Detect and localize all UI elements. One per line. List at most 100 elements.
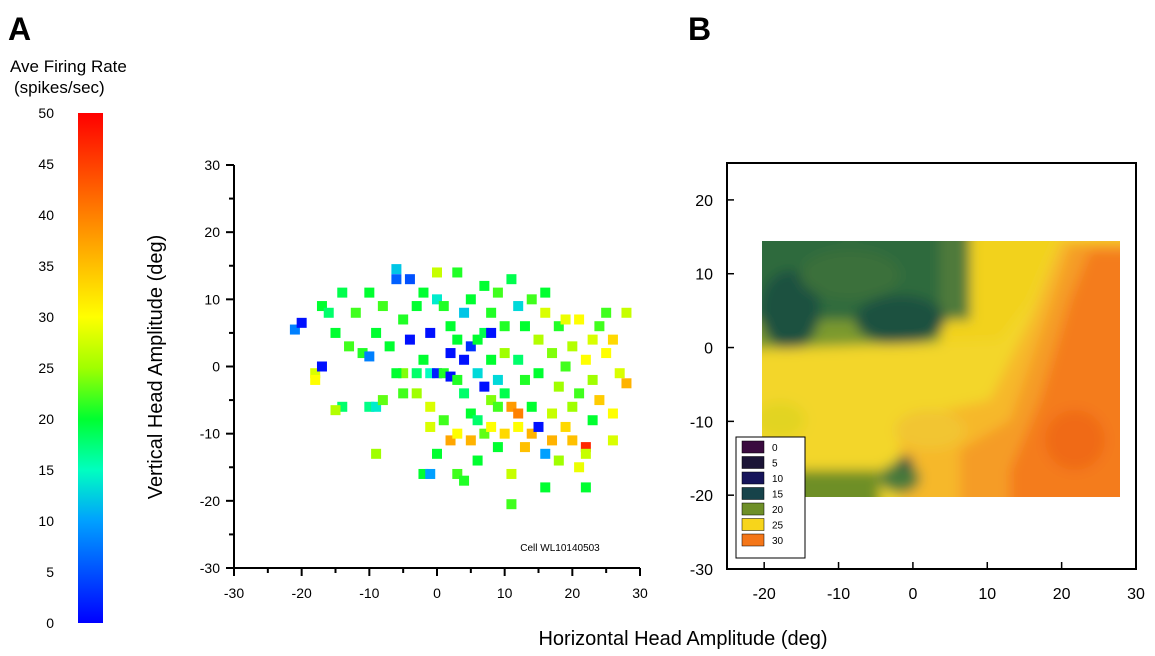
scatter-point (411, 388, 422, 399)
scatter-point (411, 301, 422, 312)
scatter-point (445, 435, 456, 446)
scatter-point (580, 482, 591, 493)
colorbar-ticks: 0 5 10 15 20 25 30 35 40 45 50 (38, 105, 54, 631)
scatter-point (587, 415, 598, 426)
scatter-point (526, 294, 537, 305)
scatter-point (425, 421, 436, 432)
scatter-point (425, 401, 436, 412)
scatter-point (357, 348, 368, 359)
scatter-point (499, 428, 510, 439)
scatter-annotation: Cell WL10140503 (520, 543, 600, 554)
contour-y-tick-label: 20 (695, 193, 713, 210)
scatter-point (513, 301, 524, 312)
scatter-point (398, 368, 409, 379)
scatter-point (621, 307, 632, 318)
scatter-point (553, 321, 564, 332)
contour-y-ticks: -30 -20 -10 0 10 20 (690, 193, 734, 579)
colorbar-tick-label: 35 (38, 258, 54, 274)
contour-legend-swatch (741, 487, 765, 500)
scatter-point (580, 442, 591, 453)
scatter-point (553, 381, 564, 392)
scatter-x-tick-label: 0 (433, 585, 441, 601)
panel-label-b: B (688, 11, 711, 47)
panel-label-a: A (8, 11, 31, 47)
scatter-point (533, 421, 544, 432)
contour-y-tick-label: -20 (690, 488, 713, 505)
scatter-y-tick-label: 20 (204, 224, 220, 240)
scatter-point (533, 334, 544, 345)
scatter-point (519, 442, 530, 453)
colorbar-tick-label: 50 (38, 105, 54, 121)
scatter-point (594, 321, 605, 332)
scatter-point (398, 388, 409, 399)
colorbar-tick-label: 25 (38, 360, 54, 376)
scatter-point (540, 287, 551, 298)
scatter-point (526, 401, 537, 412)
scatter-point (418, 354, 429, 365)
colorbar-tick-label: 15 (38, 462, 54, 478)
contour-legend-label: 5 (772, 459, 778, 470)
contour-x-ticks: -20 -10 0 10 20 30 (753, 562, 1145, 603)
scatter-point (621, 378, 632, 389)
scatter-point (452, 468, 463, 479)
contour-legend-swatch (741, 440, 765, 454)
scatter-point (391, 274, 402, 285)
scatter-x-tick-label: -20 (292, 585, 312, 601)
scatter-point (513, 421, 524, 432)
scatter-point (330, 327, 341, 338)
scatter-point (337, 287, 348, 298)
scatter-point (547, 408, 558, 419)
scatter-point (479, 327, 490, 338)
scatter-point (310, 374, 321, 385)
scatter-point (452, 374, 463, 385)
colorbar-gradient (78, 113, 103, 623)
scatter-point (601, 307, 612, 318)
scatter-point (445, 371, 456, 382)
scatter-point (540, 448, 551, 459)
contour-legend-label: 20 (772, 505, 784, 516)
scatter-y-tick-label: -20 (200, 493, 220, 509)
scatter-point (344, 341, 355, 352)
scatter-point (526, 428, 537, 439)
scatter-point (364, 401, 375, 412)
scatter-point (418, 468, 429, 479)
scatter-x-tick-label: 10 (497, 585, 513, 601)
scatter-point (323, 307, 334, 318)
contour-legend-swatch (741, 471, 765, 485)
scatter-point (607, 408, 618, 419)
scatter-point (540, 482, 551, 493)
scatter-x-tick-label: 30 (632, 585, 648, 601)
scatter-point (479, 428, 490, 439)
scatter-point (310, 368, 321, 379)
scatter-point (580, 354, 591, 365)
contour-legend-label: 25 (772, 521, 784, 532)
scatter-point (479, 280, 490, 291)
scatter-y-tick-label: 10 (204, 291, 220, 307)
scatter-point (432, 294, 442, 305)
scatter-x-ticks: -30 -20 -10 0 10 20 30 (224, 568, 648, 601)
scatter-point (506, 401, 517, 412)
scatter-point (506, 468, 517, 479)
scatter-point (587, 374, 598, 385)
scatter-point (296, 317, 307, 328)
scatter-point (472, 368, 483, 379)
scatter-point (377, 395, 388, 406)
scatter-y-tick-label: 0 (212, 359, 220, 375)
scatter-point (459, 475, 470, 486)
contour-y-tick-label: 10 (695, 267, 713, 284)
scatter-point (364, 287, 375, 298)
scatter-point (533, 368, 544, 379)
scatter-points (289, 264, 632, 510)
contour-x-tick-label: 20 (1053, 586, 1071, 603)
contour-field (762, 241, 1120, 497)
scatter-ylabel: Vertical Head Amplitude (deg) (145, 235, 167, 500)
contour-x-tick-label: 30 (1127, 586, 1145, 603)
contour-legend: 0 5 10 15 20 25 30 (735, 436, 806, 559)
colorbar-tick-label: 5 (46, 564, 54, 580)
scatter-point (486, 307, 497, 318)
scatter-point (371, 448, 382, 459)
scatter-point (574, 388, 585, 399)
scatter-point (499, 348, 510, 359)
scatter-point (560, 421, 571, 432)
contour-legend-swatch (741, 456, 765, 469)
